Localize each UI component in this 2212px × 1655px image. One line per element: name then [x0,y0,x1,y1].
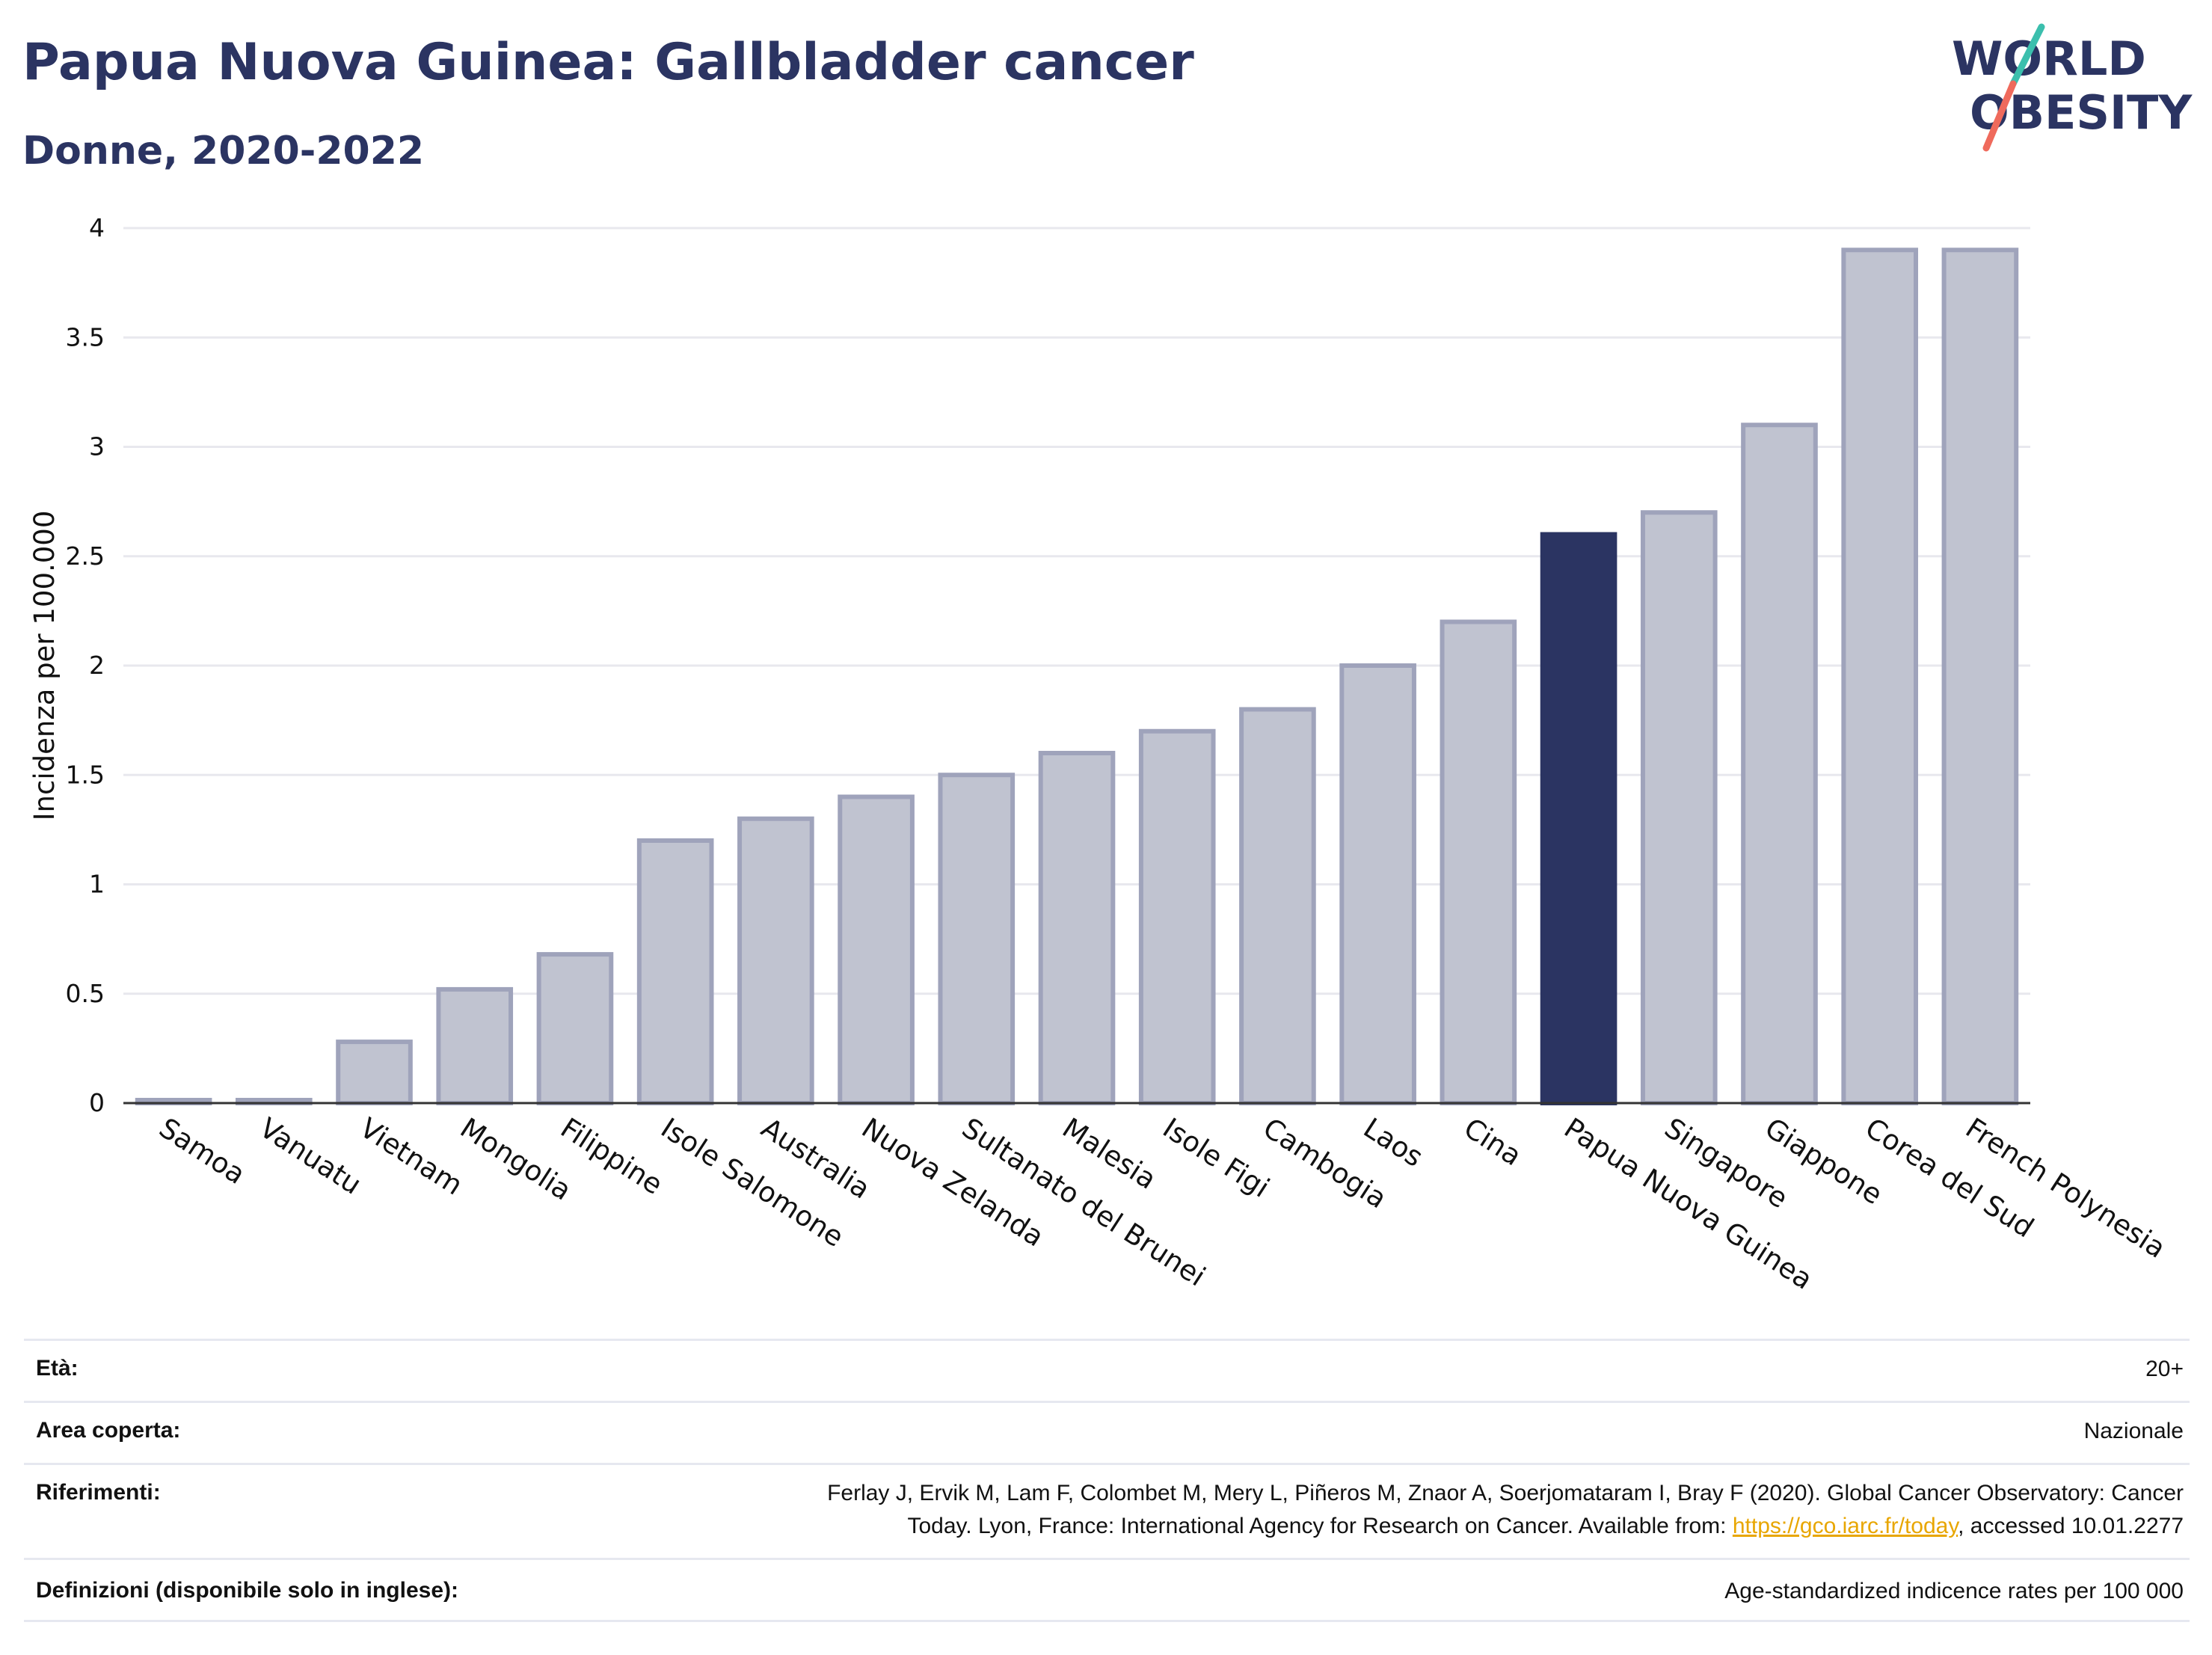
chart-subtitle: Donne, 2020-2022 [22,129,425,174]
x-tick-label: Laos [1358,1111,1429,1173]
bar [1741,423,1818,1105]
logo-teal-slash [2009,23,2045,87]
info-row-definitions: Definizioni (disponibile solo in inglese… [24,1558,2190,1622]
info-table: Età: 20+ Area coperta: Nazionale Riferim… [24,1339,2190,1622]
bar-chart: 0 0.5 1 1.5 2 2.5 3 3.5 4 Incidenza per 100.000 Sa… [28,213,2172,1296]
area-value: Nazionale [2083,1419,2184,1443]
y-tick-label: 3 [89,432,105,461]
x-tick-label: Vanuatu [254,1111,366,1200]
bar [1440,619,1517,1105]
bar [1038,751,1116,1105]
bar [1640,510,1718,1105]
info-row-references: Riferimenti: Ferlay J, Ervik M, Lam F, C… [24,1463,2190,1558]
bar [536,952,614,1105]
chart-title: Papua Nuova Guinea: Gallbladder cancer [22,33,1194,92]
bar [938,773,1016,1105]
references-line2: Today. Lyon, France: International Agenc… [907,1514,2184,1538]
y-tick-label: 1.5 [66,760,105,789]
bar [838,794,915,1105]
y-axis-title: Incidenza per 100.000 [28,511,61,821]
y-tick-label: 3.5 [66,322,105,351]
area-label: Area coperta: [36,1418,181,1443]
definitions-label: Definizioni (disponibile solo in inglese… [36,1578,459,1603]
y-tick-label: 2.5 [66,541,105,571]
bar-highlighted [1540,532,1617,1105]
age-value: 20+ [2145,1357,2184,1381]
x-tick-label: Mongolia [455,1111,577,1206]
x-tick-label: Isole Salomone [655,1111,850,1253]
y-tick-label: 2 [89,651,105,680]
bar [336,1040,413,1105]
logo-line1: WORLD [1952,31,2146,86]
bar [436,986,514,1106]
world-obesity-logo: WORLD OBESITY [1952,23,2193,152]
age-label: Età: [36,1356,79,1381]
x-tick-label: Corea del Sud [1860,1111,2039,1244]
bar [1138,728,1216,1105]
info-row-area: Area coperta: Nazionale [24,1401,2190,1463]
y-tick-label: 4 [89,213,105,242]
references-link[interactable]: https://gco.iarc.fr/today [1732,1514,1958,1538]
references-line1: Ferlay J, Ervik M, Lam F, Colombet M, Me… [827,1481,2184,1505]
bar [1941,248,2019,1105]
bar [1841,248,1918,1105]
x-tick-label: Vietnam [354,1111,469,1201]
info-row-age: Età: 20+ [24,1339,2190,1401]
bar [1339,663,1416,1105]
logo-coral-slash [1982,80,2017,152]
x-tick-label: Isole Figi [1157,1111,1275,1203]
x-tick-label: Nuova Zelanda [856,1111,1050,1253]
bar [1239,707,1316,1105]
y-tick-label: 0 [89,1088,105,1117]
y-tick-label: 1 [89,870,105,899]
x-tick-label: Cina [1458,1111,1527,1172]
bar [636,838,714,1105]
y-tick-label: 0.5 [66,979,105,1008]
references-text: Ferlay J, Ervik M, Lam F, Colombet M, Me… [538,1477,2184,1543]
definitions-value: Age-standardized indicence rates per 100… [1724,1579,2184,1603]
x-tick-label: Samoa [153,1111,251,1191]
references-label: Riferimenti: [36,1480,161,1505]
bar [737,816,814,1105]
